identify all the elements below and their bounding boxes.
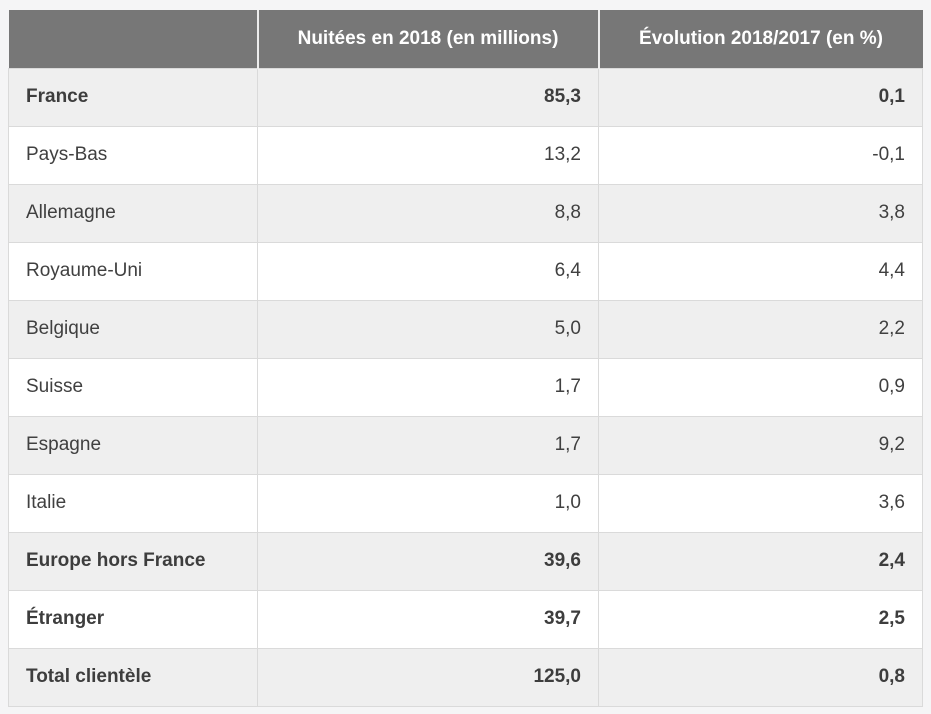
row-label-cell: Espagne (8, 415, 258, 475)
row-label-cell: Allemagne (8, 183, 258, 243)
header-nuitees-cell: Nuitées en 2018 (en millions) (256, 10, 599, 68)
row-nuitees-cell: 39,6 (257, 531, 599, 591)
row-nuitees-cell: 8,8 (257, 183, 599, 243)
header-empty-cell (8, 10, 258, 68)
row-nuitees-cell: 39,7 (257, 589, 599, 649)
table-header: Nuitées en 2018 (en millions) Évolution … (8, 10, 923, 68)
row-label-cell: Suisse (8, 357, 258, 417)
table-row: Belgique 5,0 2,2 (8, 299, 923, 359)
header-evolution-cell: Évolution 2018/2017 (en %) (597, 10, 923, 68)
row-nuitees-cell: 5,0 (257, 299, 599, 359)
row-label-cell: Total clientèle (8, 647, 258, 707)
table-row: Italie 1,0 3,6 (8, 473, 923, 533)
row-label-cell: Italie (8, 473, 258, 533)
row-nuitees-cell: 1,0 (257, 473, 599, 533)
table-row: Total clientèle 125,0 0,8 (8, 647, 923, 707)
header-row: Nuitées en 2018 (en millions) Évolution … (8, 10, 923, 68)
row-nuitees-cell: 13,2 (257, 125, 599, 185)
table-body: France 85,3 0,1 Pays-Bas 13,2 -0,1 Allemagne 8,… (8, 67, 923, 707)
row-label-cell: Royaume-Uni (8, 241, 258, 301)
row-evolution-cell: 0,1 (598, 67, 923, 127)
row-evolution-cell: 9,2 (598, 415, 923, 475)
table-row: Allemagne 8,8 3,8 (8, 183, 923, 243)
row-nuitees-cell: 125,0 (257, 647, 599, 707)
row-label-cell: Belgique (8, 299, 258, 359)
row-evolution-cell: 2,5 (598, 589, 923, 649)
row-nuitees-cell: 85,3 (257, 67, 599, 127)
table-row: Étranger 39,7 2,5 (8, 589, 923, 649)
table-row: France 85,3 0,1 (8, 67, 923, 127)
table-row: Royaume-Uni 6,4 4,4 (8, 241, 923, 301)
table-row: Europe hors France 39,6 2,4 (8, 531, 923, 591)
row-evolution-cell: 2,4 (598, 531, 923, 591)
row-label-cell: Europe hors France (8, 531, 258, 591)
row-evolution-cell: 3,8 (598, 183, 923, 243)
row-evolution-cell: 3,6 (598, 473, 923, 533)
row-evolution-cell: 0,8 (598, 647, 923, 707)
row-nuitees-cell: 1,7 (257, 357, 599, 417)
row-evolution-cell: 0,9 (598, 357, 923, 417)
row-nuitees-cell: 6,4 (257, 241, 599, 301)
row-evolution-cell: 4,4 (598, 241, 923, 301)
table-row: Suisse 1,7 0,9 (8, 357, 923, 417)
row-evolution-cell: -0,1 (598, 125, 923, 185)
table-row: Espagne 1,7 9,2 (8, 415, 923, 475)
table-row: Pays-Bas 13,2 -0,1 (8, 125, 923, 185)
row-label-cell: France (8, 67, 258, 127)
row-label-cell: Pays-Bas (8, 125, 258, 185)
row-label-cell: Étranger (8, 589, 258, 649)
tourism-nights-table: Nuitées en 2018 (en millions) Évolution … (8, 10, 923, 707)
row-nuitees-cell: 1,7 (257, 415, 599, 475)
row-evolution-cell: 2,2 (598, 299, 923, 359)
